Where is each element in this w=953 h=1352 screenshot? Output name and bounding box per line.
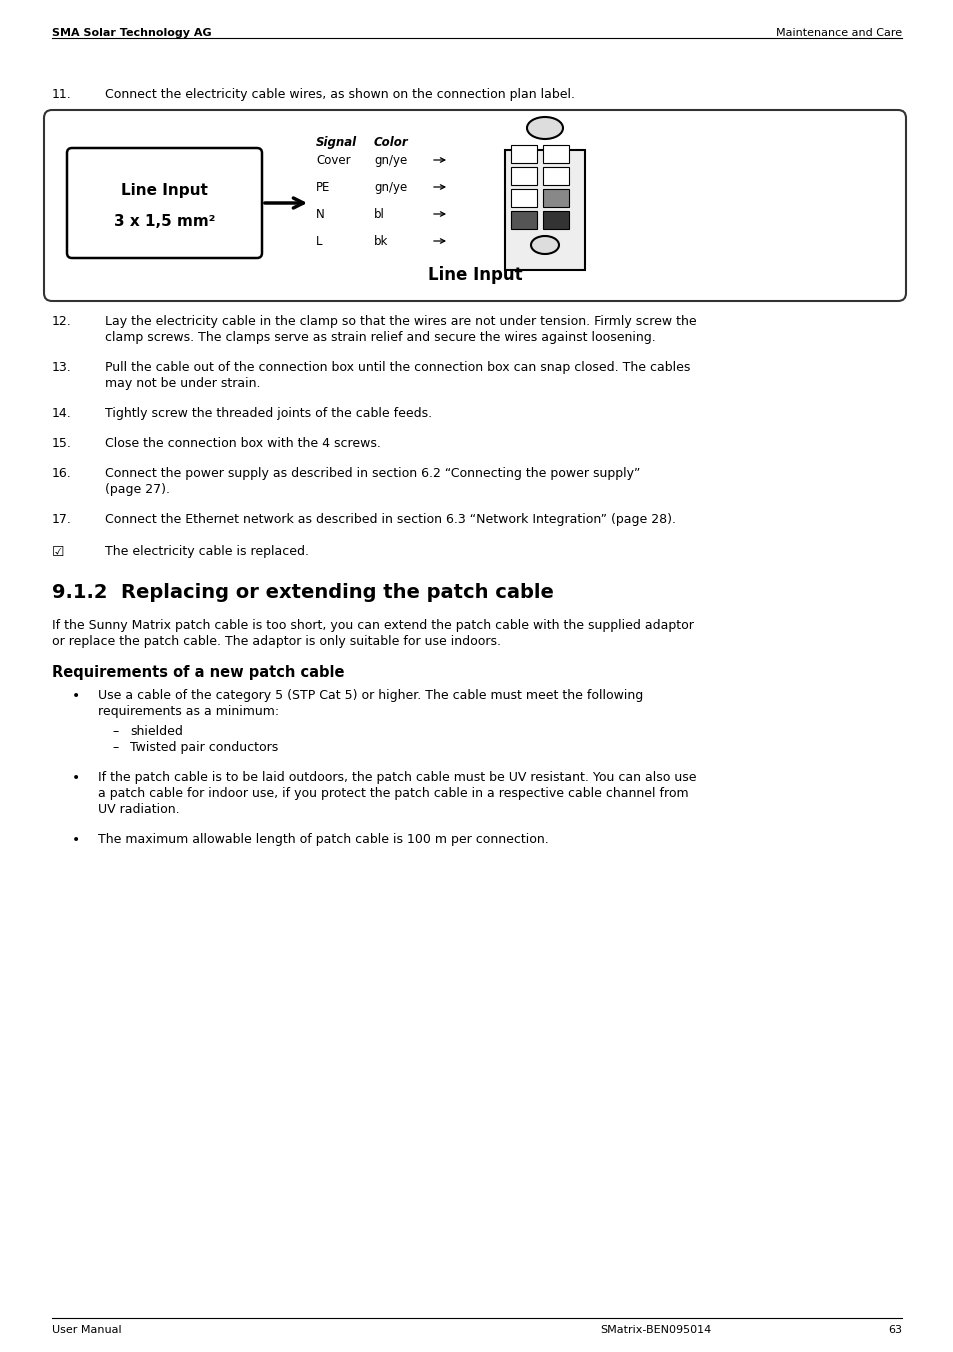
Text: –: – [112, 741, 118, 754]
Text: Maintenance and Care: Maintenance and Care [775, 28, 901, 38]
Text: Requirements of a new patch cable: Requirements of a new patch cable [52, 665, 344, 680]
Text: 13.: 13. [52, 361, 71, 375]
Text: a patch cable for indoor use, if you protect the patch cable in a respective cab: a patch cable for indoor use, if you pro… [98, 787, 688, 800]
Text: Use a cable of the category 5 (STP Cat 5) or higher. The cable must meet the fol: Use a cable of the category 5 (STP Cat 5… [98, 690, 642, 702]
Text: 15.: 15. [52, 437, 71, 450]
Text: 14.: 14. [52, 407, 71, 420]
Bar [511, 145, 537, 164]
Text: Twisted pair conductors: Twisted pair conductors [130, 741, 278, 754]
Text: 11.: 11. [52, 88, 71, 101]
Text: Cover: Cover [315, 154, 351, 168]
Text: Pull the cable out of the connection box until the connection box can snap close: Pull the cable out of the connection box… [105, 361, 690, 375]
Text: (page 27).: (page 27). [105, 483, 170, 496]
Text: Lay the electricity cable in the clamp so that the wires are not under tension. : Lay the electricity cable in the clamp s… [105, 315, 696, 329]
Text: Line Input: Line Input [121, 184, 208, 199]
Text: 17.: 17. [52, 512, 71, 526]
Text: 12.: 12. [52, 315, 71, 329]
Text: Connect the electricity cable wires, as shown on the connection plan label.: Connect the electricity cable wires, as … [105, 88, 575, 101]
Text: Close the connection box with the 4 screws.: Close the connection box with the 4 scre… [105, 437, 380, 450]
Text: requirements as a minimum:: requirements as a minimum: [98, 704, 279, 718]
Bar [511, 189, 537, 207]
Text: •: • [71, 771, 80, 786]
Text: The electricity cable is replaced.: The electricity cable is replaced. [105, 545, 309, 558]
Text: User Manual: User Manual [52, 1325, 121, 1334]
Text: ☑: ☑ [52, 545, 65, 558]
Text: Signal: Signal [315, 137, 356, 149]
Text: Line Input: Line Input [427, 266, 521, 284]
Text: If the Sunny Matrix patch cable is too short, you can extend the patch cable wit: If the Sunny Matrix patch cable is too s… [52, 619, 693, 631]
Text: may not be under strain.: may not be under strain. [105, 377, 260, 389]
FancyBboxPatch shape [44, 110, 905, 301]
Text: Connect the power supply as described in section 6.2 “Connecting the power suppl: Connect the power supply as described in… [105, 466, 639, 480]
Text: or replace the patch cable. The adaptor is only suitable for use indoors.: or replace the patch cable. The adaptor … [52, 635, 500, 648]
Text: 3 x 1,5 mm²: 3 x 1,5 mm² [113, 214, 215, 228]
Text: •: • [71, 690, 80, 703]
Text: gn/ye: gn/ye [374, 181, 407, 193]
Text: Tightly screw the threaded joints of the cable feeds.: Tightly screw the threaded joints of the… [105, 407, 432, 420]
Text: 63: 63 [887, 1325, 901, 1334]
Bar [511, 168, 537, 185]
Bar [542, 145, 568, 164]
Text: PE: PE [315, 181, 330, 193]
Ellipse shape [531, 237, 558, 254]
FancyBboxPatch shape [67, 147, 262, 258]
Bar [542, 168, 568, 185]
Text: bl: bl [374, 208, 384, 220]
Text: gn/ye: gn/ye [374, 154, 407, 168]
Text: •: • [71, 833, 80, 846]
Text: Color: Color [374, 137, 408, 149]
Text: –: – [112, 725, 118, 738]
Text: bk: bk [374, 235, 388, 247]
Text: SMA Solar Technology AG: SMA Solar Technology AG [52, 28, 212, 38]
Ellipse shape [526, 118, 562, 139]
Bar [542, 189, 568, 207]
Text: clamp screws. The clamps serve as strain relief and secure the wires against loo: clamp screws. The clamps serve as strain… [105, 331, 655, 343]
Bar [504, 150, 584, 270]
Text: UV radiation.: UV radiation. [98, 803, 179, 817]
Text: N: N [315, 208, 324, 220]
Text: shielded: shielded [130, 725, 183, 738]
Text: If the patch cable is to be laid outdoors, the patch cable must be UV resistant.: If the patch cable is to be laid outdoor… [98, 771, 696, 784]
Bar [511, 211, 537, 228]
Text: 16.: 16. [52, 466, 71, 480]
Text: L: L [315, 235, 322, 247]
Text: SMatrix-BEN095014: SMatrix-BEN095014 [599, 1325, 711, 1334]
Text: The maximum allowable length of patch cable is 100 m per connection.: The maximum allowable length of patch ca… [98, 833, 548, 846]
Text: 9.1.2  Replacing or extending the patch cable: 9.1.2 Replacing or extending the patch c… [52, 583, 554, 602]
Text: Connect the Ethernet network as described in section 6.3 “Network Integration” (: Connect the Ethernet network as describe… [105, 512, 676, 526]
Bar [542, 211, 568, 228]
